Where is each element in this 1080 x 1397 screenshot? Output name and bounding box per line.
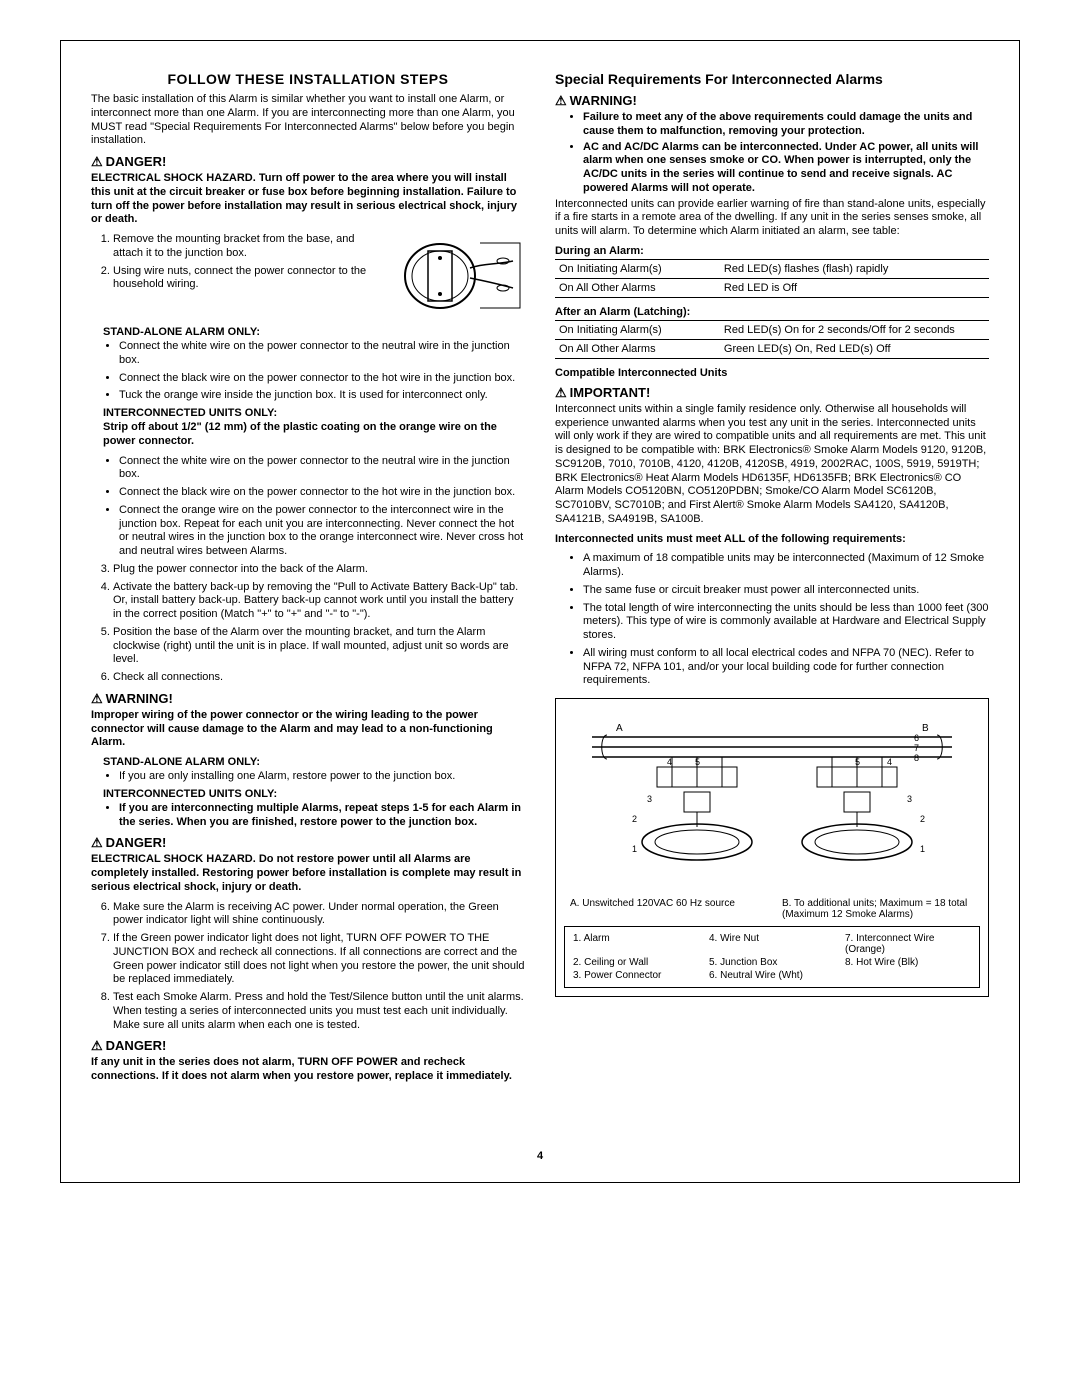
legend-A: A. Unswitched 120VAC 60 Hz source bbox=[570, 898, 762, 920]
legend-item: 6. Neutral Wire (Wht) bbox=[709, 970, 835, 981]
danger-heading-2: DANGER! bbox=[91, 835, 525, 851]
diagram-legend-grid: 1. Alarm 4. Wire Nut 7. Interconnect Wir… bbox=[564, 926, 980, 988]
legend-item: 2. Ceiling or Wall bbox=[573, 957, 699, 968]
svg-text:4: 4 bbox=[887, 757, 892, 767]
standalone2-list: If you are only installing one Alarm, re… bbox=[91, 770, 525, 784]
svg-text:1: 1 bbox=[632, 844, 637, 854]
step-6b: Make sure the Alarm is receiving AC powe… bbox=[113, 901, 525, 929]
danger-text-2: ELECTRICAL SHOCK HAZARD. Do not restore … bbox=[91, 853, 525, 894]
standalone2-head: STAND-ALONE ALARM ONLY: bbox=[103, 756, 525, 768]
page-number: 4 bbox=[91, 1150, 989, 1162]
warning-heading-r: WARNING! bbox=[555, 93, 989, 109]
after-head: After an Alarm (Latching): bbox=[555, 306, 989, 318]
svg-text:5: 5 bbox=[695, 757, 700, 767]
svg-text:3: 3 bbox=[647, 794, 652, 804]
warn-item: Failure to meet any of the above require… bbox=[583, 111, 989, 139]
svg-text:4: 4 bbox=[667, 757, 672, 767]
step-5: Position the base of the Alarm over the … bbox=[113, 626, 525, 667]
standalone2-item: If you are only installing one Alarm, re… bbox=[119, 770, 525, 784]
cell: Red LED is Off bbox=[720, 278, 989, 297]
interconn-head: INTERCONNECTED UNITS ONLY: bbox=[103, 407, 525, 419]
legend-item: 3. Power Connector bbox=[573, 970, 699, 981]
page-frame: FOLLOW THESE INSTALLATION STEPS The basi… bbox=[60, 40, 1020, 1183]
svg-text:6: 6 bbox=[914, 733, 919, 743]
step-3: Plug the power connector into the back o… bbox=[113, 563, 525, 577]
legend-item: 5. Junction Box bbox=[709, 957, 835, 968]
legend-item: 4. Wire Nut bbox=[709, 933, 835, 955]
req-item: The same fuse or circuit breaker must po… bbox=[583, 584, 989, 598]
step-7: If the Green power indicator light does … bbox=[113, 932, 525, 987]
install-steps-6b-8: Make sure the Alarm is receiving AC powe… bbox=[91, 901, 525, 1033]
req-item: The total length of wire interconnecting… bbox=[583, 602, 989, 643]
legend-item: 7. Interconnect Wire (Orange) bbox=[845, 933, 971, 955]
interconn2-head: INTERCONNECTED UNITS ONLY: bbox=[103, 788, 525, 800]
compat-head: Compatible Interconnected Units bbox=[555, 367, 989, 379]
cell: Red LED(s) On for 2 seconds/Off for 2 se… bbox=[720, 320, 989, 339]
important-heading: IMPORTANT! bbox=[555, 385, 989, 401]
warn-item: AC and AC/DC Alarms can be interconnecte… bbox=[583, 141, 989, 196]
step-8: Test each Smoke Alarm. Press and hold th… bbox=[113, 991, 525, 1032]
svg-text:5: 5 bbox=[855, 757, 860, 767]
cell: On All Other Alarms bbox=[555, 339, 720, 358]
cell: On All Other Alarms bbox=[555, 278, 720, 297]
warning-text: Improper wiring of the power connector o… bbox=[91, 709, 525, 750]
svg-text:1: 1 bbox=[920, 844, 925, 854]
interconn-item: Connect the white wire on the power conn… bbox=[119, 455, 525, 483]
interconn-lead: Strip off about 1/2" (12 mm) of the plas… bbox=[103, 421, 525, 449]
danger-text-3: If any unit in the series does not alarm… bbox=[91, 1056, 525, 1084]
legend-item: 1. Alarm bbox=[573, 933, 699, 955]
warning-heading: WARNING! bbox=[91, 691, 525, 707]
bracket-diagram bbox=[385, 233, 525, 318]
standalone-item: Connect the black wire on the power conn… bbox=[119, 372, 525, 386]
svg-text:A: A bbox=[616, 723, 623, 734]
during-table: On Initiating Alarm(s)Red LED(s) flashes… bbox=[555, 259, 989, 298]
req-head: Interconnected units must meet ALL of th… bbox=[555, 533, 989, 547]
standalone-item: Connect the white wire on the power conn… bbox=[119, 340, 525, 368]
req-item: All wiring must conform to all local ele… bbox=[583, 647, 989, 688]
svg-text:8: 8 bbox=[914, 753, 919, 763]
legend-item: 8. Hot Wire (Blk) bbox=[845, 957, 971, 968]
danger-text-1: ELECTRICAL SHOCK HAZARD. Turn off power … bbox=[91, 172, 525, 227]
diagram-legend-top: A. Unswitched 120VAC 60 Hz source B. To … bbox=[564, 898, 980, 920]
req-list: A maximum of 18 compatible units may be … bbox=[555, 552, 989, 688]
right-column: Special Requirements For Interconnected … bbox=[555, 71, 989, 1090]
interconn-item: Connect the orange wire on the power con… bbox=[119, 504, 525, 559]
svg-text:2: 2 bbox=[632, 814, 637, 824]
standalone-item: Tuck the orange wire inside the junction… bbox=[119, 389, 525, 403]
cell: Green LED(s) On, Red LED(s) Off bbox=[720, 339, 989, 358]
svg-text:2: 2 bbox=[920, 814, 925, 824]
cell: On Initiating Alarm(s) bbox=[555, 320, 720, 339]
danger-heading-1: DANGER! bbox=[91, 154, 525, 170]
wiring-diagram-box: A B 6 7 8 bbox=[555, 698, 989, 997]
install-intro: The basic installation of this Alarm is … bbox=[91, 93, 525, 148]
svg-text:7: 7 bbox=[914, 743, 919, 753]
req-item: A maximum of 18 compatible units may be … bbox=[583, 552, 989, 580]
interconn-item: Connect the black wire on the power conn… bbox=[119, 486, 525, 500]
step-4: Activate the battery back-up by removing… bbox=[113, 581, 525, 622]
during-head: During an Alarm: bbox=[555, 245, 989, 257]
step-6: Check all connections. bbox=[113, 671, 525, 685]
legend-B: B. To additional units; Maximum = 18 tot… bbox=[782, 898, 974, 920]
cell: Red LED(s) flashes (flash) rapidly bbox=[720, 259, 989, 278]
interconn-para: Interconnected units can provide earlier… bbox=[555, 198, 989, 239]
standalone-list: Connect the white wire on the power conn… bbox=[91, 340, 525, 403]
wiring-diagram: A B 6 7 8 bbox=[564, 707, 980, 887]
interconn2-item: If you are interconnecting multiple Alar… bbox=[119, 802, 525, 830]
special-req-title: Special Requirements For Interconnected … bbox=[555, 71, 989, 87]
danger-heading-3: DANGER! bbox=[91, 1038, 525, 1054]
install-title: FOLLOW THESE INSTALLATION STEPS bbox=[91, 71, 525, 87]
svg-text:3: 3 bbox=[907, 794, 912, 804]
svg-text:B: B bbox=[922, 723, 929, 734]
interconn2-list: If you are interconnecting multiple Alar… bbox=[91, 802, 525, 830]
left-column: FOLLOW THESE INSTALLATION STEPS The basi… bbox=[91, 71, 525, 1090]
warning-list-r: Failure to meet any of the above require… bbox=[555, 111, 989, 196]
install-steps-3-6: Plug the power connector into the back o… bbox=[91, 563, 525, 685]
cell: On Initiating Alarm(s) bbox=[555, 259, 720, 278]
standalone-head: STAND-ALONE ALARM ONLY: bbox=[103, 326, 525, 338]
after-table: On Initiating Alarm(s)Red LED(s) On for … bbox=[555, 320, 989, 359]
compat-para: Interconnect units within a single famil… bbox=[555, 403, 989, 527]
interconn-list: Connect the white wire on the power conn… bbox=[91, 455, 525, 559]
two-column-layout: FOLLOW THESE INSTALLATION STEPS The basi… bbox=[91, 71, 989, 1090]
